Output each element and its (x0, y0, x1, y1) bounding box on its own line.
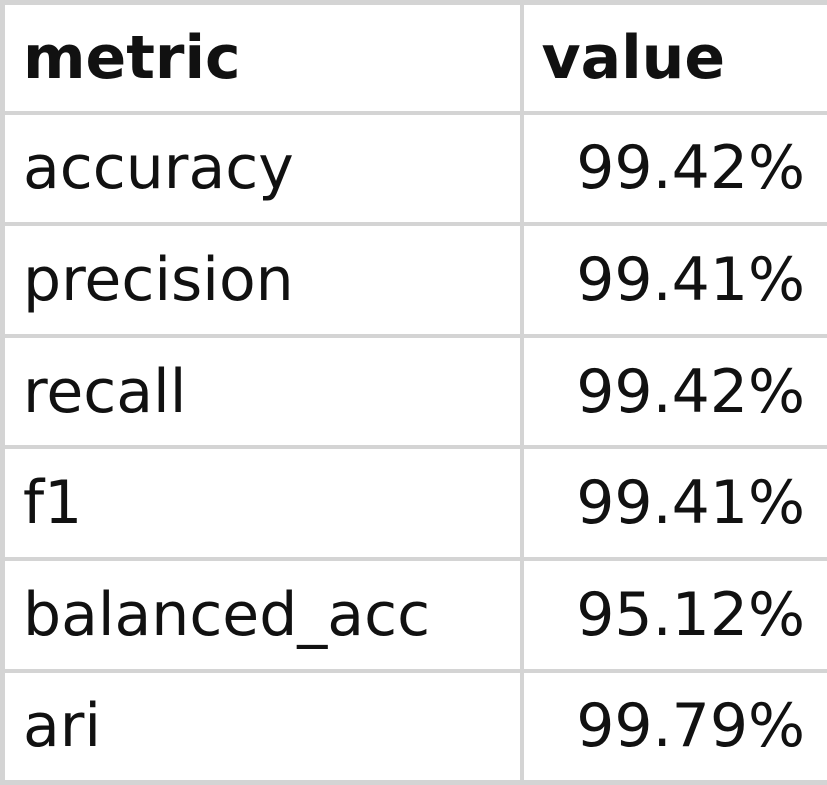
metric-name-cell: accuracy (0, 110, 524, 227)
table-row: recall 99.42% (0, 333, 827, 450)
metric-name-cell: balanced_acc (0, 557, 524, 673)
metric-name-cell: recall (0, 333, 524, 450)
column-header-value: value (519, 0, 827, 115)
metric-value-cell: 99.42% (519, 110, 827, 227)
metric-name-cell: ari (0, 668, 524, 785)
metric-value-cell: 99.79% (519, 668, 827, 785)
header-row: metric value (0, 0, 827, 115)
table-row: f1 99.41% (0, 445, 827, 562)
table-row: accuracy 99.42% (0, 110, 827, 227)
table-row: ari 99.79% (0, 668, 827, 785)
table-body: accuracy 99.42% precision 99.41% recall … (0, 110, 827, 785)
table-header: metric value (0, 0, 827, 115)
table-row: precision 99.41% (0, 222, 827, 338)
table-row: balanced_acc 95.12% (0, 557, 827, 673)
metric-value-cell: 99.41% (519, 222, 827, 338)
metric-value-cell: 99.42% (519, 333, 827, 450)
metric-value-cell: 99.41% (519, 445, 827, 562)
metric-value-cell: 95.12% (519, 557, 827, 673)
metric-name-cell: f1 (0, 445, 524, 562)
metric-name-cell: precision (0, 222, 524, 338)
column-header-metric: metric (0, 0, 524, 115)
